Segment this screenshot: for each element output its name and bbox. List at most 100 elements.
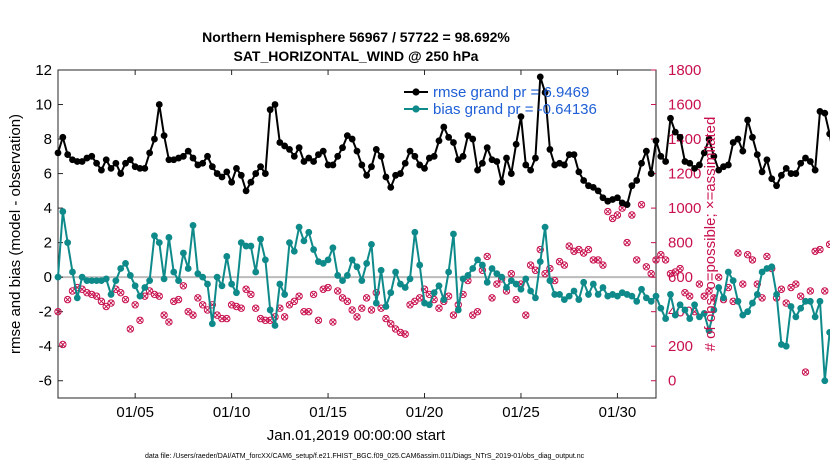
obs-possible-marker bbox=[329, 318, 337, 326]
obs-assimilated-marker bbox=[802, 369, 809, 376]
bias-point bbox=[387, 289, 395, 297]
bias-point bbox=[483, 278, 491, 286]
rmse-point bbox=[700, 149, 708, 157]
obs-count-point bbox=[444, 292, 453, 300]
obs-assimilated-marker bbox=[474, 308, 481, 315]
bias-point bbox=[580, 278, 588, 286]
bias-point bbox=[102, 275, 110, 283]
bias-point bbox=[295, 223, 303, 231]
bias-point bbox=[310, 246, 317, 253]
bias-point bbox=[122, 259, 129, 267]
rmse-point bbox=[165, 156, 173, 164]
rmse-point bbox=[155, 101, 163, 108]
obs-possible-marker bbox=[280, 313, 289, 321]
obs-assimilated-marker bbox=[614, 212, 621, 218]
rmse-point bbox=[117, 170, 125, 177]
obs-possible-marker bbox=[107, 299, 115, 307]
y-left-tick-label: 12 bbox=[35, 62, 52, 79]
bias-point bbox=[546, 277, 554, 285]
bias-point bbox=[189, 221, 197, 229]
obs-count-point bbox=[449, 311, 458, 319]
obs-possible-marker bbox=[358, 304, 366, 312]
bias-point bbox=[729, 277, 737, 285]
bias-point bbox=[517, 285, 525, 293]
obs-count-point bbox=[801, 368, 810, 376]
rmse-point bbox=[319, 147, 327, 155]
bias-point bbox=[565, 292, 573, 300]
bias-point bbox=[676, 301, 684, 309]
rmse-point bbox=[749, 133, 756, 141]
obs-assimilated-marker bbox=[141, 293, 148, 300]
bias-point bbox=[339, 277, 346, 285]
obs-possible-marker bbox=[522, 311, 530, 319]
bias-point bbox=[194, 270, 202, 278]
obs-count-point bbox=[599, 261, 607, 269]
y-right-tick-label: 200 bbox=[668, 338, 693, 355]
y-left-tick-label: -4 bbox=[39, 338, 52, 355]
bias-point bbox=[652, 292, 660, 300]
bias-point bbox=[821, 377, 829, 385]
rmse-point bbox=[705, 135, 713, 143]
bias-point bbox=[575, 296, 583, 303]
rmse-point bbox=[826, 130, 830, 138]
bias-point bbox=[286, 239, 293, 247]
bias-point bbox=[532, 294, 539, 302]
obs-possible-marker bbox=[483, 252, 491, 261]
obs-possible-marker bbox=[579, 249, 588, 257]
rmse-point bbox=[657, 152, 665, 160]
obs-possible-marker bbox=[252, 304, 260, 312]
obs-assimilated-marker bbox=[701, 293, 708, 300]
obs-assimilated-marker bbox=[329, 319, 336, 325]
obs-possible-marker bbox=[102, 302, 110, 311]
rmse-point bbox=[430, 152, 438, 160]
y-right-tick-label: 800 bbox=[668, 235, 693, 252]
obs-possible-marker bbox=[411, 297, 419, 306]
rmse-point bbox=[406, 147, 414, 155]
bias-point bbox=[290, 247, 298, 255]
obs-possible-marker bbox=[126, 325, 135, 333]
obs-assimilated-marker bbox=[633, 256, 640, 263]
rmse-point bbox=[773, 182, 780, 190]
rmse-point bbox=[107, 165, 115, 172]
obs-possible-marker bbox=[560, 261, 569, 269]
rmse-point bbox=[358, 161, 366, 169]
obs-assimilated-marker bbox=[450, 312, 457, 319]
obs-assimilated-marker bbox=[648, 270, 655, 277]
bias-point bbox=[401, 284, 409, 291]
obs-count-point bbox=[63, 295, 72, 304]
chart-title-line2: SAT_HORIZONTAL_WIND @ 250 hPa bbox=[234, 48, 479, 64]
bias-point bbox=[136, 292, 144, 300]
bias-point bbox=[749, 299, 756, 307]
bias-point bbox=[300, 237, 308, 245]
obs-possible-marker bbox=[584, 245, 593, 254]
obs-assimilated-marker bbox=[315, 317, 322, 324]
rmse-point bbox=[753, 151, 761, 158]
obs-count-point bbox=[338, 294, 347, 302]
obs-possible-marker bbox=[338, 294, 347, 302]
obs-assimilated-marker bbox=[55, 308, 61, 315]
obs-count-point bbox=[512, 295, 520, 304]
bias-point bbox=[638, 285, 645, 293]
y-left-tick-label: 10 bbox=[35, 97, 52, 114]
obs-assimilated-marker bbox=[595, 256, 602, 263]
bias-point bbox=[93, 277, 100, 285]
rmse-point bbox=[478, 159, 486, 167]
bias-point bbox=[705, 327, 713, 335]
bias-point bbox=[353, 263, 361, 271]
obs-assimilated-marker bbox=[657, 251, 664, 258]
obs-possible-marker bbox=[92, 292, 101, 300]
bias-point bbox=[64, 239, 72, 247]
obs-assimilated-marker bbox=[599, 262, 606, 269]
obs-possible-marker bbox=[348, 306, 356, 314]
obs-count-point bbox=[628, 211, 636, 219]
rmse-point bbox=[594, 187, 602, 195]
obs-possible-marker bbox=[184, 307, 192, 316]
rmse-point bbox=[768, 175, 776, 183]
obs-count-point bbox=[184, 307, 192, 316]
bias-point bbox=[334, 272, 342, 279]
y-left-tick-label: 8 bbox=[44, 131, 52, 148]
rmse-point bbox=[334, 152, 342, 160]
rmse-point bbox=[667, 114, 674, 122]
rmse-point bbox=[421, 165, 428, 172]
